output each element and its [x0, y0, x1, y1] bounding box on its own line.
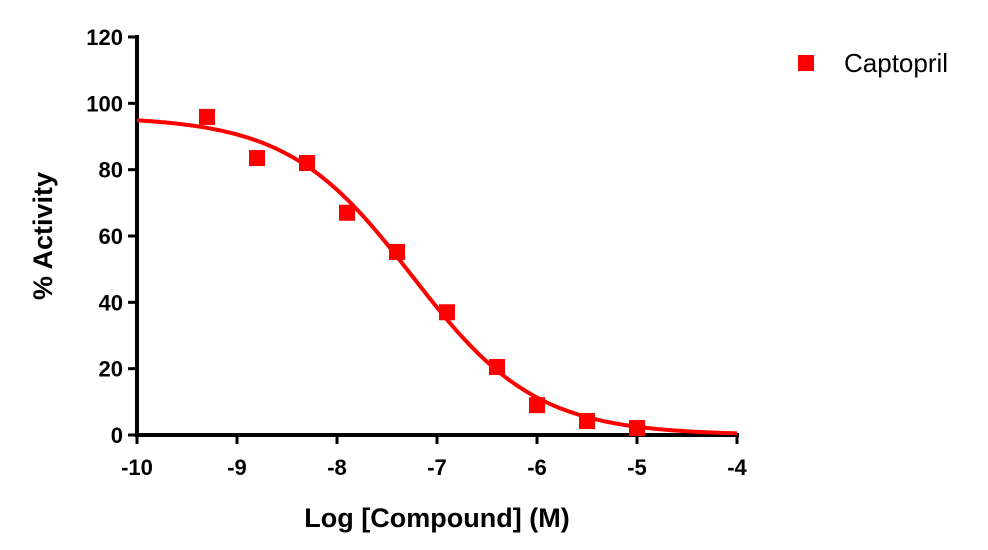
axes: 0 20 40 60 80 100 120 -10 -9 -8 -7 -6 -5 -4	[86, 25, 747, 480]
legend-label-captopril: Captopril	[844, 48, 948, 78]
x-tick-label: -5	[627, 455, 647, 480]
data-point-captopril	[299, 155, 315, 172]
data-point-captopril	[389, 243, 405, 260]
x-tick-label: -6	[527, 455, 547, 480]
legend: Captopril	[798, 48, 948, 78]
x-tick-label: -8	[327, 455, 347, 480]
y-tick-label: 60	[99, 224, 123, 249]
legend-marker-captopril	[798, 55, 814, 71]
y-tick-label: 40	[99, 290, 123, 315]
data-point-captopril	[529, 397, 545, 414]
data-point-captopril	[629, 420, 645, 437]
y-tick-label: 0	[111, 423, 123, 448]
y-axis-label: % Activity	[28, 172, 58, 300]
x-tick-label: -9	[227, 455, 247, 480]
data-point-captopril	[339, 204, 355, 221]
data-point-captopril	[199, 108, 215, 125]
x-axis-label: Log [Compound] (M)	[304, 503, 569, 533]
x-tick-label: -7	[427, 455, 447, 480]
y-tick-label: 80	[99, 158, 123, 183]
data-point-captopril	[579, 413, 595, 430]
data-point-captopril	[489, 359, 505, 376]
y-tick-label: 100	[86, 91, 123, 116]
y-tick-label: 120	[86, 25, 123, 50]
x-tick-label: -4	[727, 455, 747, 480]
x-tick-label: -10	[121, 455, 153, 480]
fit-curve-captopril	[136, 118, 738, 436]
y-tick-label: 20	[99, 357, 123, 382]
fit-curve-layer	[136, 118, 738, 436]
data-points	[199, 108, 645, 437]
data-point-captopril	[439, 304, 455, 321]
data-point-captopril	[249, 150, 265, 167]
